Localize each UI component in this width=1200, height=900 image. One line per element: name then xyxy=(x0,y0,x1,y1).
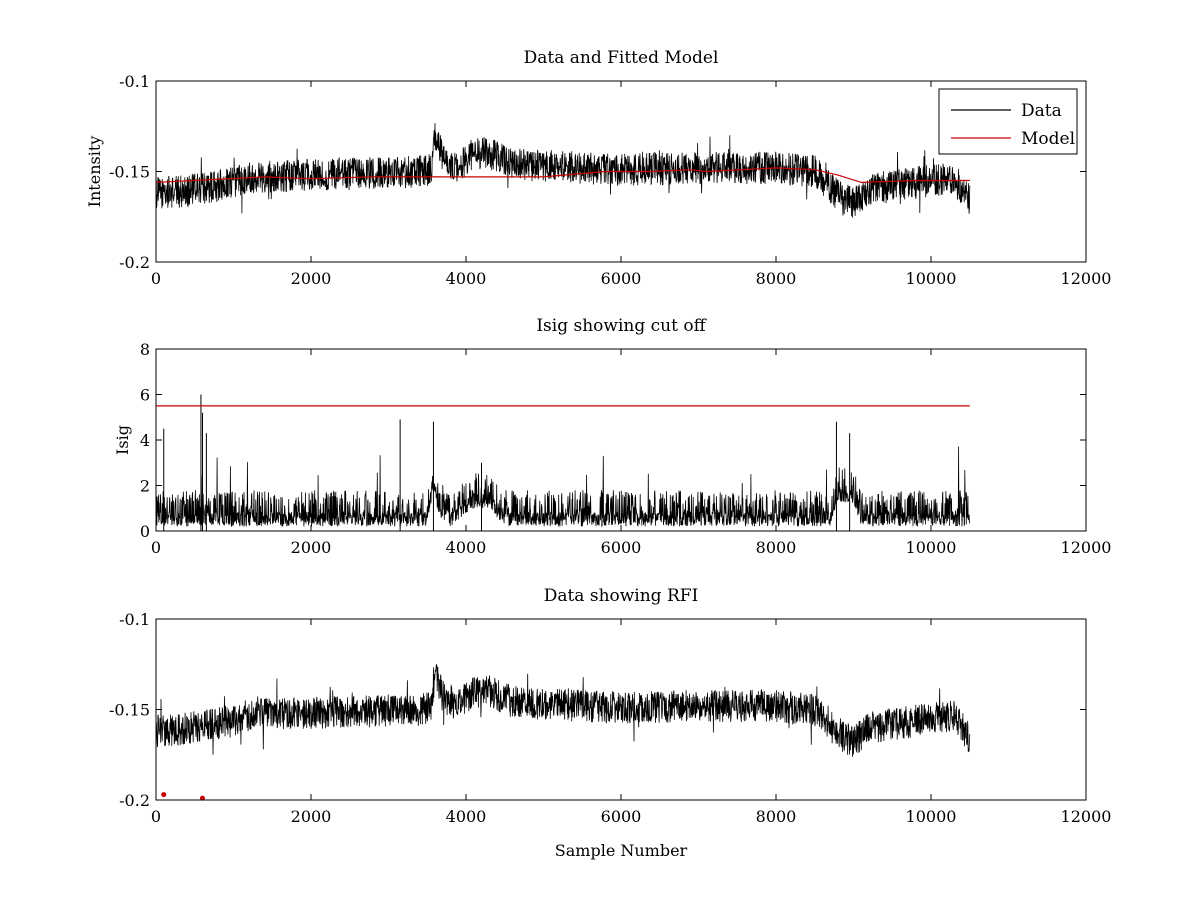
x-tick-label: 0 xyxy=(151,538,161,557)
y-tick-label: -0.1 xyxy=(119,72,150,91)
x-tick-label: 6000 xyxy=(601,269,642,288)
x-tick-label: 6000 xyxy=(601,538,642,557)
rfi-point-1 xyxy=(161,792,167,798)
x-tick-label: 12000 xyxy=(1061,807,1112,826)
rfi-point-2 xyxy=(200,795,205,801)
x-tick-label: 6000 xyxy=(601,807,642,826)
plot-area xyxy=(156,664,971,757)
x-tick-label: 4000 xyxy=(446,269,487,288)
x-tick-label: 12000 xyxy=(1061,269,1112,288)
y-tick-label: -0.2 xyxy=(119,253,150,272)
x-tick-label: 2000 xyxy=(291,269,332,288)
x-axis-label: Sample Number xyxy=(555,841,688,860)
series-data-line xyxy=(156,123,971,218)
y-tick-label: -0.1 xyxy=(119,610,150,629)
y-tick-label: 2 xyxy=(140,477,150,496)
plots: 0 2000 4000 6000 8000 10000 12000-0.2-0.15-0.1… xyxy=(85,48,1111,860)
y-tick-label: -0.2 xyxy=(119,791,150,810)
y-tick-label: 4 xyxy=(140,431,150,450)
chart-title: Data and Fitted Model xyxy=(524,48,719,68)
x-tick-label: 4000 xyxy=(446,538,487,557)
series-data-line xyxy=(156,664,971,757)
x-tick-label: 2000 xyxy=(291,538,332,557)
x-tick-label: 4000 xyxy=(446,807,487,826)
series-model-line xyxy=(156,167,970,184)
y-tick-label: 0 xyxy=(140,522,150,541)
legend-label-model: Model xyxy=(1021,129,1075,149)
x-tick-label: 10000 xyxy=(906,269,957,288)
x-tick-label: 10000 xyxy=(906,538,957,557)
x-tick-label: 8000 xyxy=(756,538,797,557)
legend-box xyxy=(938,88,1078,155)
y-tick-label: 6 xyxy=(140,386,150,405)
plot-area xyxy=(156,394,971,531)
y-axis-label: Intensity xyxy=(85,136,104,208)
x-tick-label: 8000 xyxy=(756,807,797,826)
subplot-1: 0 2000 4000 6000 8000 10000 12000 -0.2 -0.15 -0.1… xyxy=(85,48,1111,288)
x-tick-label: 2000 xyxy=(291,807,332,826)
x-tick-label: 0 xyxy=(151,807,161,826)
subplot-3: 0 2000 4000 6000 8000 10000 12000 -0.2 -0.15 -0.1… xyxy=(109,586,1111,860)
subplot-2: 0 2000 4000 6000 8000 10000 12000 0 2 4 6 8 Isig sho… xyxy=(113,316,1111,557)
legend-label-data: Data xyxy=(1021,101,1062,121)
y-tick-label: -0.15 xyxy=(109,163,150,182)
chart-title: Data showing RFI xyxy=(544,586,699,606)
series-signal-line xyxy=(156,446,971,528)
x-tick-label: 10000 xyxy=(906,807,957,826)
y-axis-label: Isig xyxy=(113,425,132,455)
y-tick-label: -0.15 xyxy=(109,701,150,720)
chart-title: Isig showing cut off xyxy=(536,316,707,336)
x-tick-label: 12000 xyxy=(1061,538,1112,557)
legend: Data Model xyxy=(938,88,1078,155)
x-tick-label: 8000 xyxy=(756,269,797,288)
y-tick-label: 8 xyxy=(140,340,150,359)
x-tick-label: 0 xyxy=(151,269,161,288)
plot-area xyxy=(156,123,971,218)
